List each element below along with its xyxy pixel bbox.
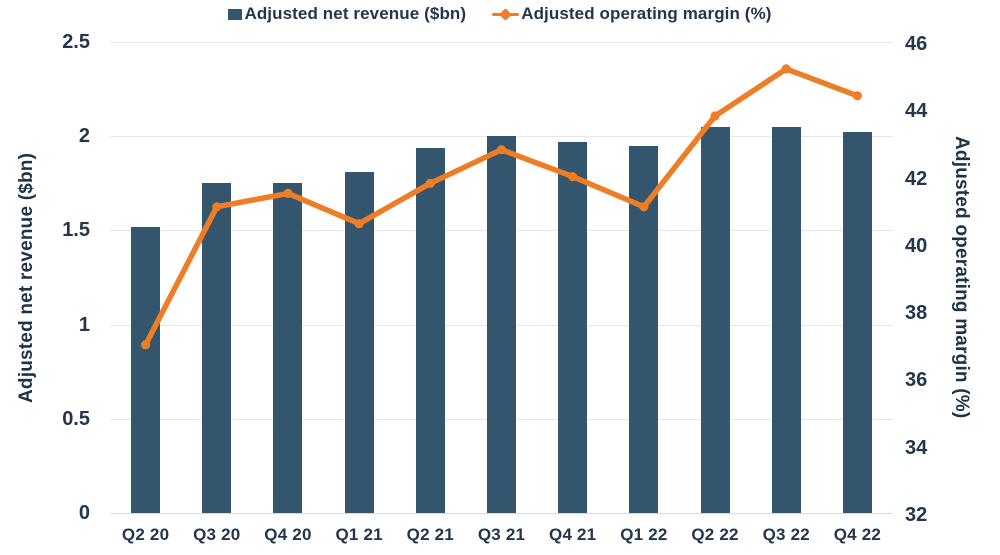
right-axis-tick: 38 [905,302,928,325]
revenue-bar-q2-21 [415,147,445,513]
margin-point-q2-21 [425,178,435,188]
margin-point-q3-21 [496,145,507,155]
x-axis-label: Q4 22 [833,525,882,544]
chart-legend: Adjusted net revenue ($bn) Adjusted oper… [0,4,1000,24]
legend-item-margin: Adjusted operating margin (%) [492,4,771,24]
right-axis-tick: 44 [905,100,928,123]
revenue-bar-q4-21 [558,141,588,513]
right-axis-tick: 32 [905,504,928,526]
left-axis-tick: 0.5 [62,407,90,430]
margin-point-q4-22 [852,91,863,101]
revenue-bar-q3-21 [487,136,516,513]
right-axis-tick: 34 [905,436,928,459]
gridline [110,42,893,43]
margin-line [142,66,861,348]
left-axis-tick: 2.5 [62,31,90,53]
x-axis-label: Q1 22 [620,525,668,544]
x-axis-label: Q3 20 [193,525,241,544]
right-axis-tick: 36 [905,369,928,392]
margin-point-q3-20 [212,202,222,212]
margin-point-q2-20 [141,340,151,350]
right-axis-tick: 42 [905,167,928,190]
margin-point-q1-22 [639,202,649,212]
line-marker-swatch-icon [492,7,520,21]
x-axis-label: Q3 21 [477,525,526,544]
revenue-bar-q4-20 [273,183,303,513]
margin-point-q4-20 [283,188,293,198]
x-axis-baseline [110,513,893,514]
revenue-bar-q2-22 [700,126,730,513]
margin-point-q3-22 [781,64,791,74]
legend-label-revenue: Adjusted net revenue ($bn) [244,4,467,23]
left-axis-tick: 0 [78,502,90,524]
left-axis-tick: 1.5 [62,219,90,242]
left-axis-tick: 2 [78,125,90,148]
legend-item-revenue: Adjusted net revenue ($bn) [228,4,466,24]
left-axis-tick: 1 [78,313,90,336]
legend-label-margin: Adjusted operating margin (%) [521,4,772,23]
revenue-bar-q1-21 [344,172,374,513]
revenue-bar-q4-22 [842,132,872,513]
x-axis-label: Q2 20 [121,525,170,544]
left-axis-title: Adjusted net revenue ($bn) [16,152,37,403]
x-axis-label: Q4 21 [549,525,597,544]
x-axis-label: Q4 20 [264,525,312,544]
margin-point-q2-22 [710,111,720,121]
x-axis-label: Q1 21 [335,525,383,544]
right-axis-tick: 46 [905,33,928,55]
bar-swatch-icon [228,8,243,20]
plot-area [110,42,893,514]
right-axis-title: Adjusted operating margin (%) [951,136,972,419]
right-axis-tick: 40 [905,234,928,257]
margin-point-q4-21 [568,172,578,182]
revenue-bar-q3-22 [771,126,801,513]
x-axis-label: Q3 22 [762,525,810,544]
revenue-bar-q2-20 [131,226,161,513]
x-axis-label: Q2 21 [406,525,454,544]
margin-line-chart [141,64,863,350]
x-axis-label: Q2 22 [691,525,739,544]
revenue-bar-q3-20 [202,183,232,513]
margin-point-q1-21 [354,219,364,229]
